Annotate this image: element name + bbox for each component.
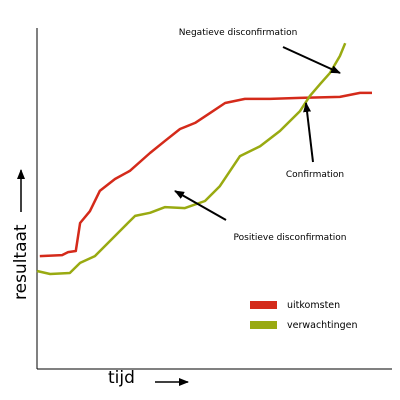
legend-swatch (250, 301, 277, 309)
annotation: Positieve disconfirmation (234, 233, 347, 243)
annotation-arrow (303, 102, 314, 163)
annotation: Confirmation (286, 170, 344, 180)
data-line (39, 91, 372, 258)
x-axis-label: tijd (108, 368, 135, 388)
y-axis-label: resultaat (11, 224, 31, 300)
annotation-arrow (282, 46, 341, 74)
legend-label: verwachtingen (287, 320, 358, 331)
legend-label: uitkomsten (287, 300, 340, 311)
data-line (36, 42, 347, 276)
legend-swatch (250, 321, 277, 329)
annotation: Negatieve disconfirmation (179, 28, 298, 38)
annotation-arrow (174, 190, 227, 221)
